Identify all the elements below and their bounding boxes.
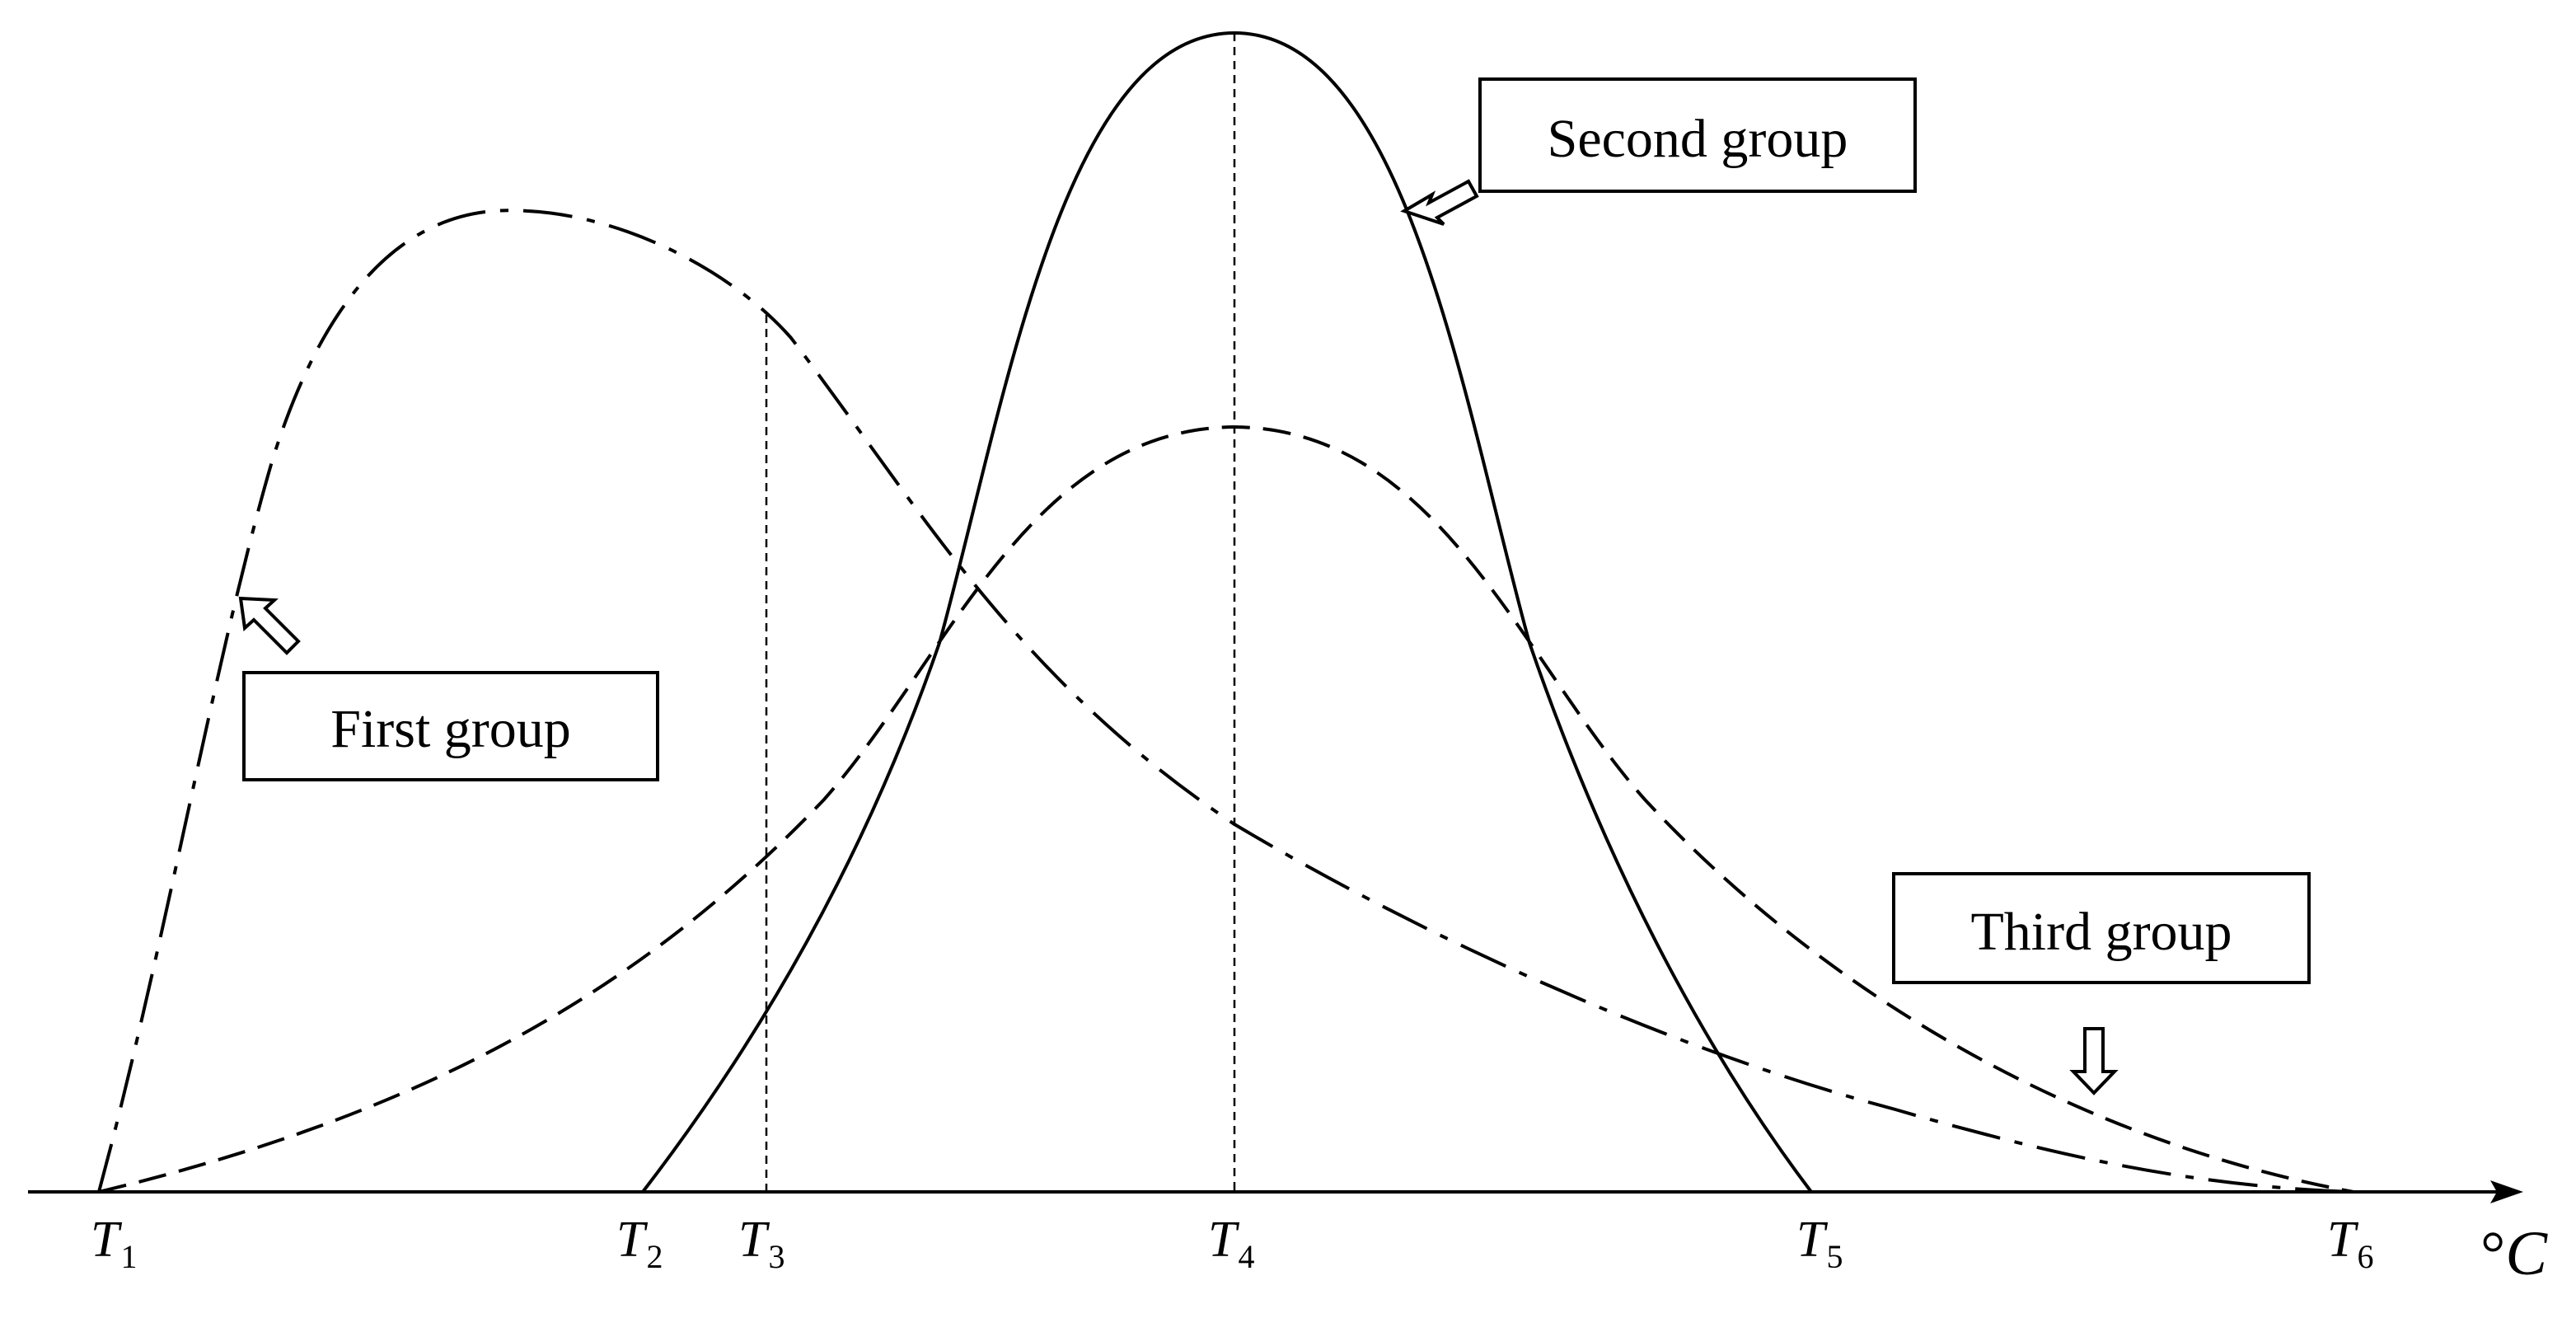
- first-group-label-box: [242, 671, 659, 781]
- axis-unit-label: °C: [2480, 1219, 2548, 1288]
- third-group-label: Third group: [1970, 902, 2232, 962]
- second-group-label: Second group: [1548, 109, 1848, 169]
- tick-label-t1: T1: [91, 1212, 137, 1275]
- tick-label-t5: T5: [1796, 1212, 1843, 1275]
- third-group-curve: [98, 424, 2354, 1194]
- first-group-arrow-icon: [238, 596, 301, 655]
- third-group-label-box: [1892, 872, 2311, 984]
- x-axis-arrowhead: [2490, 1180, 2523, 1203]
- tick-label-t2: T2: [616, 1212, 663, 1275]
- third-group-arrow-icon: [2069, 1027, 2119, 1095]
- tick-label-t6: T6: [2327, 1212, 2373, 1275]
- second-group-label-box: [1478, 77, 1917, 193]
- tick-label-t4: T4: [1208, 1212, 1254, 1275]
- first-group-label: First group: [330, 699, 571, 759]
- tick-label-t3: T3: [738, 1212, 785, 1275]
- second-group-curve: [641, 30, 1813, 1194]
- second-group-arrow-icon: [1400, 179, 1479, 226]
- first-group-curve: [97, 209, 2354, 1194]
